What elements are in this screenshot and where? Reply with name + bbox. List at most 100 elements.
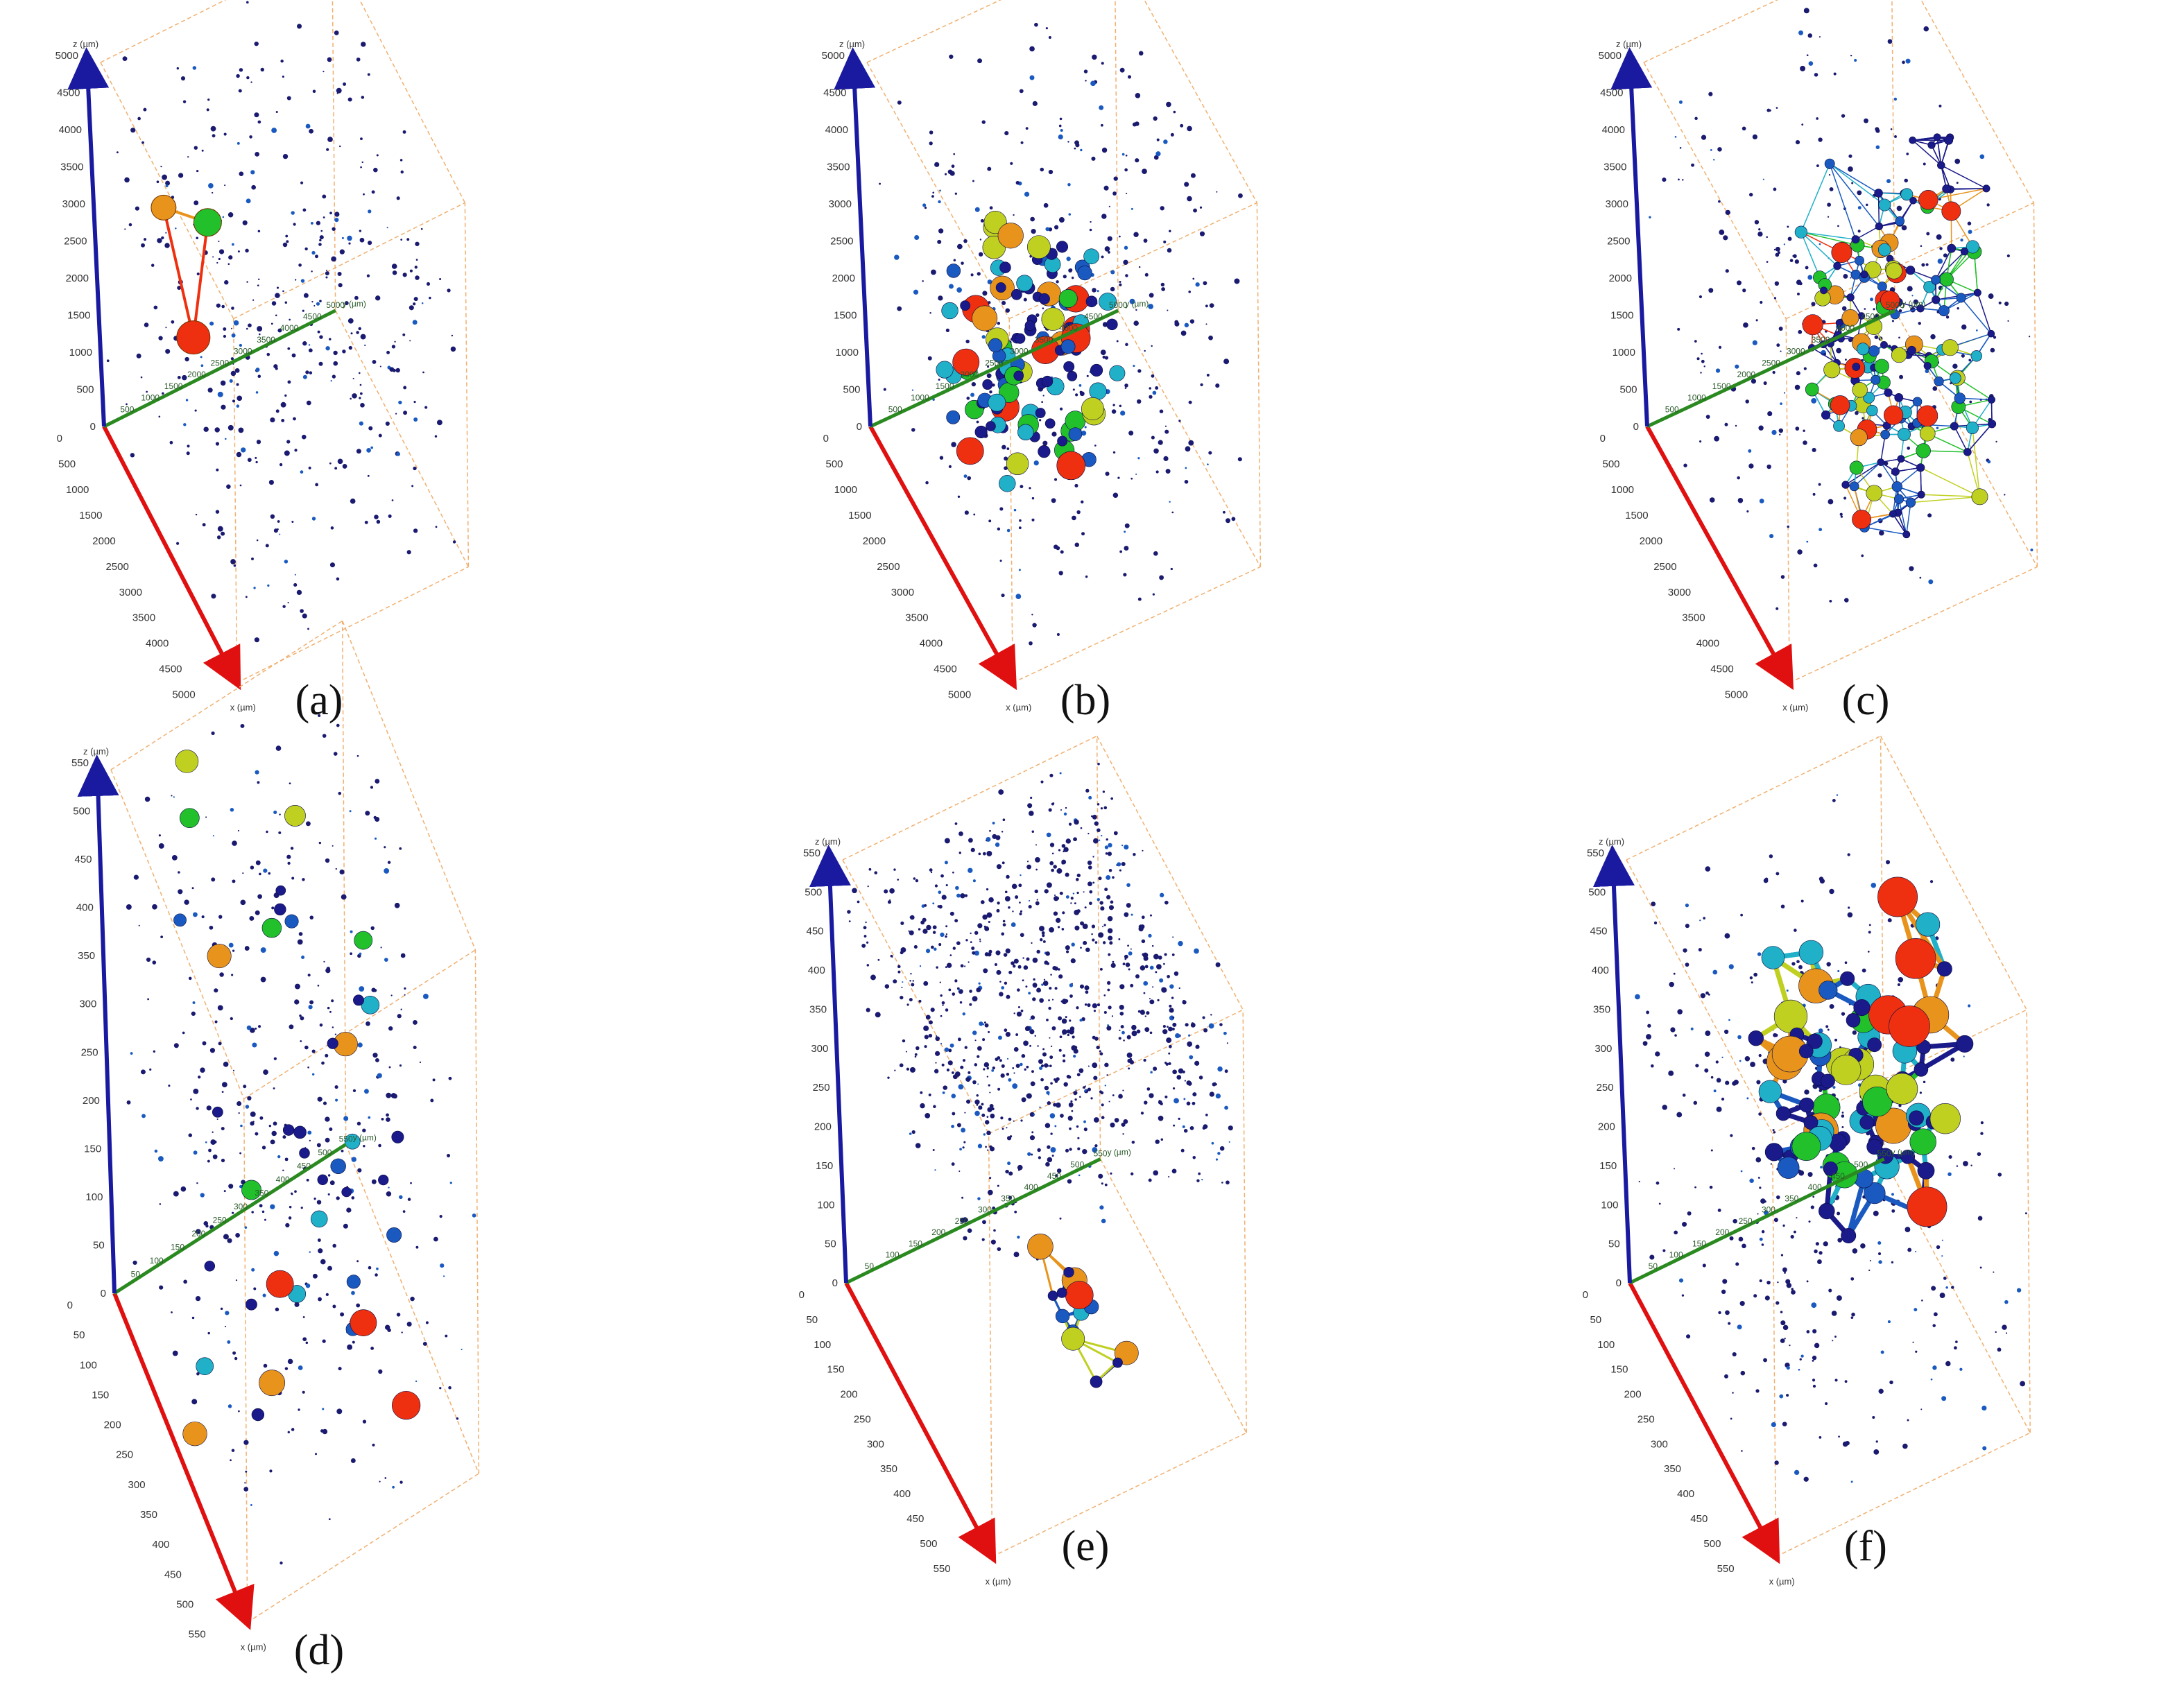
data-point xyxy=(447,288,451,293)
data-point xyxy=(1101,1103,1104,1107)
network-node xyxy=(1044,418,1056,429)
data-point xyxy=(212,191,214,194)
network-node xyxy=(1027,235,1051,259)
data-point xyxy=(256,440,261,444)
data-point xyxy=(1926,232,1930,236)
data-point xyxy=(1234,278,1240,284)
data-point xyxy=(1185,1023,1189,1027)
data-point xyxy=(302,309,304,312)
data-point xyxy=(1076,1006,1079,1010)
data-point xyxy=(1119,235,1121,238)
data-point xyxy=(396,451,401,456)
data-point xyxy=(250,865,255,870)
data-point xyxy=(989,390,992,394)
data-point xyxy=(316,302,320,306)
network-node xyxy=(1803,1115,1818,1130)
data-point xyxy=(352,377,354,379)
data-point xyxy=(277,520,280,523)
data-point xyxy=(194,146,198,150)
data-point xyxy=(1701,135,1707,140)
data-point xyxy=(171,854,178,861)
data-point xyxy=(325,1116,330,1122)
data-point xyxy=(1937,258,1943,264)
data-point xyxy=(1180,1148,1185,1152)
data-point xyxy=(883,388,886,391)
data-point xyxy=(228,255,233,260)
network-node xyxy=(1944,135,1954,145)
network-edge xyxy=(1972,427,1981,498)
data-point xyxy=(1070,902,1072,904)
data-point xyxy=(1769,854,1773,858)
data-point xyxy=(1084,906,1087,909)
data-point xyxy=(977,1143,983,1148)
data-point xyxy=(1778,327,1783,331)
bounding-box-edge xyxy=(1117,310,1262,567)
data-point xyxy=(339,869,345,875)
data-point xyxy=(1812,1384,1816,1388)
data-point xyxy=(1035,844,1038,846)
data-point xyxy=(1782,1267,1787,1272)
data-point xyxy=(1013,1072,1015,1074)
bounding-box-edge xyxy=(1256,202,1262,567)
data-point xyxy=(1094,444,1097,447)
data-point xyxy=(982,291,988,296)
z-tick-label: 0 xyxy=(857,421,862,433)
data-point xyxy=(1110,286,1115,292)
data-point xyxy=(322,1339,326,1343)
data-point xyxy=(964,965,966,967)
x-tick-label: 200 xyxy=(841,1389,858,1401)
network-edge xyxy=(1864,526,1907,535)
data-point xyxy=(1709,497,1715,503)
data-point xyxy=(1740,1370,1746,1376)
data-point xyxy=(1032,101,1038,106)
data-point xyxy=(1857,206,1861,210)
data-point xyxy=(1049,1064,1052,1067)
data-point xyxy=(1085,788,1090,793)
data-point xyxy=(298,932,303,936)
data-point xyxy=(1786,1282,1792,1288)
data-point xyxy=(1758,1053,1762,1057)
data-point xyxy=(1818,36,1821,38)
data-point xyxy=(1800,65,1806,71)
data-point xyxy=(1101,1218,1106,1224)
data-point xyxy=(944,1047,949,1052)
data-point xyxy=(152,904,157,910)
data-point xyxy=(196,272,200,276)
data-point xyxy=(1183,1098,1186,1100)
data-point xyxy=(1752,340,1757,345)
data-point xyxy=(1184,322,1189,328)
data-point xyxy=(373,815,377,820)
y-axis-title: y (µm) xyxy=(1902,299,1925,309)
data-point xyxy=(1149,1031,1153,1035)
data-point xyxy=(1009,1135,1013,1138)
data-point xyxy=(210,1139,216,1145)
data-point xyxy=(1203,1028,1208,1033)
data-point xyxy=(1827,216,1830,218)
network-node xyxy=(1909,1128,1936,1155)
data-point xyxy=(1124,845,1129,850)
data-point xyxy=(1886,860,1891,865)
data-point xyxy=(2028,336,2031,338)
data-point xyxy=(1816,164,1819,167)
network-edge xyxy=(1845,461,1882,485)
data-point xyxy=(1195,1044,1200,1049)
y-tick-label: 2500 xyxy=(1762,358,1780,368)
data-point xyxy=(1129,298,1135,304)
data-point xyxy=(207,98,210,101)
data-point xyxy=(379,365,381,368)
data-point xyxy=(1190,173,1196,178)
data-point xyxy=(983,1068,986,1071)
data-point xyxy=(300,181,304,184)
data-point xyxy=(106,359,110,363)
x-axis-title: x (µm) xyxy=(1769,1576,1795,1587)
data-point xyxy=(1192,277,1195,280)
data-point xyxy=(1051,498,1056,503)
network-node xyxy=(1823,361,1841,379)
data-point xyxy=(1119,404,1122,408)
x-tick-label: 2500 xyxy=(1653,561,1676,573)
data-point xyxy=(1844,961,1848,965)
data-point xyxy=(334,211,340,217)
data-point xyxy=(317,985,320,987)
data-point xyxy=(1001,1064,1005,1068)
data-point xyxy=(1162,1029,1168,1035)
